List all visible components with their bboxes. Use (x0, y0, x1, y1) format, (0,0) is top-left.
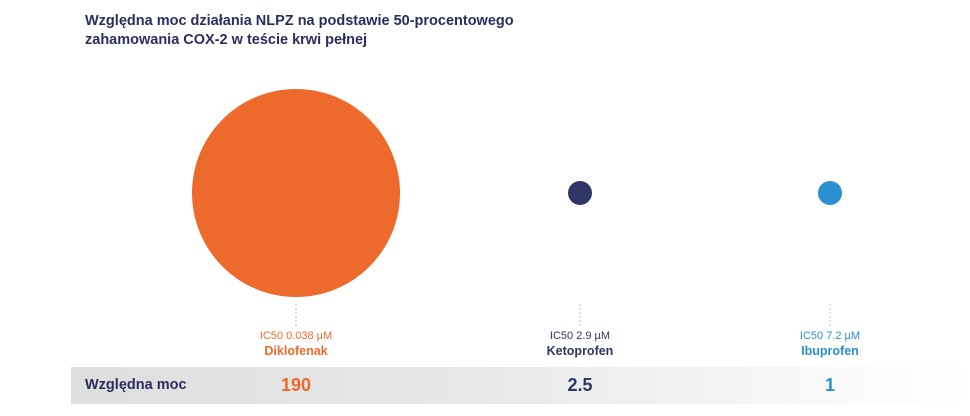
ic50-label: IC50 0.038 µM (259, 330, 333, 342)
potency-value-ketoprofen: 2.5 (567, 375, 593, 395)
bubble-ketoprofen (568, 181, 592, 205)
potency-value-diklofenak: 190 (280, 375, 312, 395)
bubble-ibuprofen (818, 181, 842, 205)
drug-name: Ketoprofen (546, 344, 614, 358)
ic50-label: IC50 7.2 µM (799, 330, 861, 342)
chart-title-line-2: zahamowania COX-2 w teście krwi pełnej (85, 32, 368, 48)
drug-label-ibuprofen: IC50 7.2 µM Ibuprofen (730, 329, 930, 359)
bubble-diklofenak (192, 89, 400, 297)
drug-label-ketoprofen: IC50 2.9 µM Ketoprofen (480, 329, 680, 359)
relative-potency-row: Względna moc 190 2.5 1 (71, 367, 970, 404)
drug-name: Ibuprofen (801, 344, 859, 358)
potency-value-ibuprofen: 1 (824, 375, 835, 395)
chart-title: Względna moc działania NLPZ na podstawie… (85, 12, 555, 50)
drug-name: Diklofenak (264, 344, 328, 358)
chart-title-line-1: Względna moc działania NLPZ na podstawie… (85, 13, 514, 29)
drug-label-diklofenak: IC50 0.038 µM Diklofenak (196, 329, 396, 359)
ic50-label: IC50 2.9 µM (549, 330, 611, 342)
relative-potency-label: Względna moc (85, 377, 187, 393)
